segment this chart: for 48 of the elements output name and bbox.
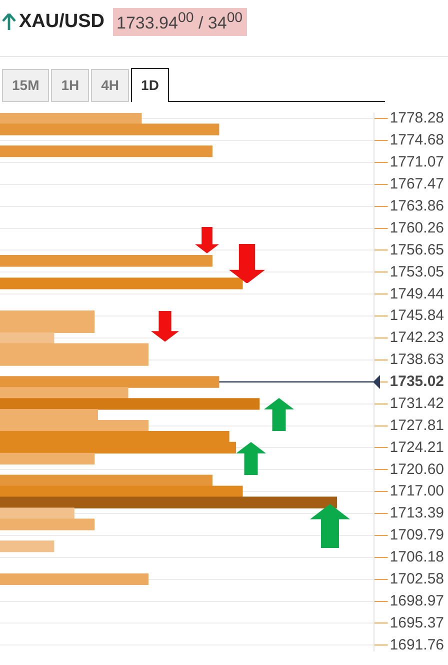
bar [0,540,54,552]
bar [0,376,220,388]
bar [0,508,74,520]
y-tick-label: 1753.05 [390,263,444,280]
y-tick-label: 1774.68 [390,132,444,149]
y-tick-label: 1724.21 [390,438,444,456]
y-tick-label: 1698.97 [390,592,444,610]
chart-title: XAU/USD [19,11,105,33]
bar [0,255,212,267]
bar [0,518,95,530]
y-tick-label: 1735.02 [390,373,444,390]
y-tick-label: 1731.42 [390,394,444,412]
bar [0,387,128,399]
text: 1H [51,69,90,102]
y-tick-label: 1691.76 [390,636,444,654]
y-tick-label: 1767.47 [390,176,444,193]
y-tick-label: 1706.18 [390,548,444,566]
y-tick-label: 1720.60 [390,460,444,478]
text: 1D [131,68,169,102]
y-tick-label: 1760.26 [390,219,444,236]
bar [0,474,212,486]
bar [0,398,260,410]
y-tick-label: 1717.00 [390,482,444,500]
bar [0,486,243,498]
y-tick-label: 1756.65 [390,241,444,258]
y-tick-label: 1742.23 [390,329,444,346]
bar [0,113,142,124]
y-tick-label: 1771.07 [390,154,444,171]
y-tick-label: 1738.63 [390,351,444,368]
y-tick-label: 1749.44 [390,285,444,302]
bar [0,496,338,508]
text: 4H [91,69,130,102]
chart-subtitle: 1733.94$^{00}$ / 34$^{00}$ [112,8,247,36]
text: 15M [2,69,50,102]
y-tick-label: 1709.79 [390,526,444,544]
bar [0,573,148,586]
y-tick-label: 1727.81 [390,416,444,434]
y-tick-label: 1695.37 [390,614,444,632]
y-tick-label: 1702.58 [390,570,444,588]
bar [0,332,54,344]
bar [0,278,243,290]
y-tick-label: 1713.39 [390,504,444,522]
y-tick-label: 1745.84 [390,307,444,324]
bar [0,124,220,136]
y-tick-label: 1778.28 [390,110,444,127]
bar [0,146,212,158]
bar [0,452,95,465]
y-tick-label: 1763.86 [390,198,444,214]
